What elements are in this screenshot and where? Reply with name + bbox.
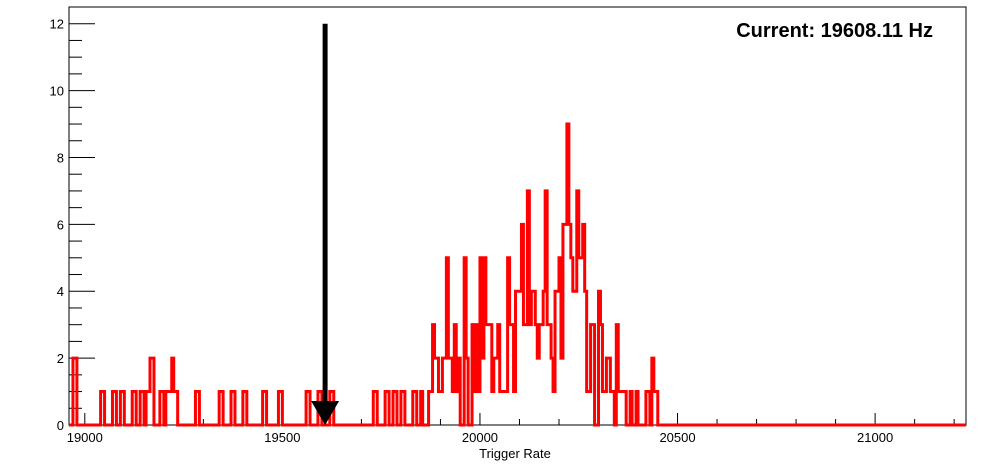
plot-frame xyxy=(68,6,967,426)
histogram-series xyxy=(69,122,966,427)
arrow-head xyxy=(311,401,340,425)
x-tick-label: 20500 xyxy=(659,430,695,445)
y-axis: 0 2 4 6 8 10 12 xyxy=(50,17,95,433)
x-axis: 19000 19500 20000 20500 21000 xyxy=(67,413,955,445)
x-tick-label: 19000 xyxy=(67,430,103,445)
x-tick-label: 19500 xyxy=(264,430,300,445)
y-tick-label: 0 xyxy=(57,418,64,433)
y-tick-label: 12 xyxy=(50,17,64,32)
y-tick-label: 4 xyxy=(57,284,64,299)
x-tick-label: 20000 xyxy=(462,430,498,445)
x-axis-title: Trigger Rate xyxy=(479,446,551,461)
current-rate-arrow xyxy=(311,23,340,425)
x-tick-label: 21000 xyxy=(857,430,893,445)
y-tick-label: 6 xyxy=(57,217,64,232)
y-tick-label: 8 xyxy=(57,150,64,165)
y-tick-label: 2 xyxy=(57,351,64,366)
current-rate-label: Current: 19608.11 Hz xyxy=(736,20,933,42)
y-tick-label: 10 xyxy=(50,84,64,99)
